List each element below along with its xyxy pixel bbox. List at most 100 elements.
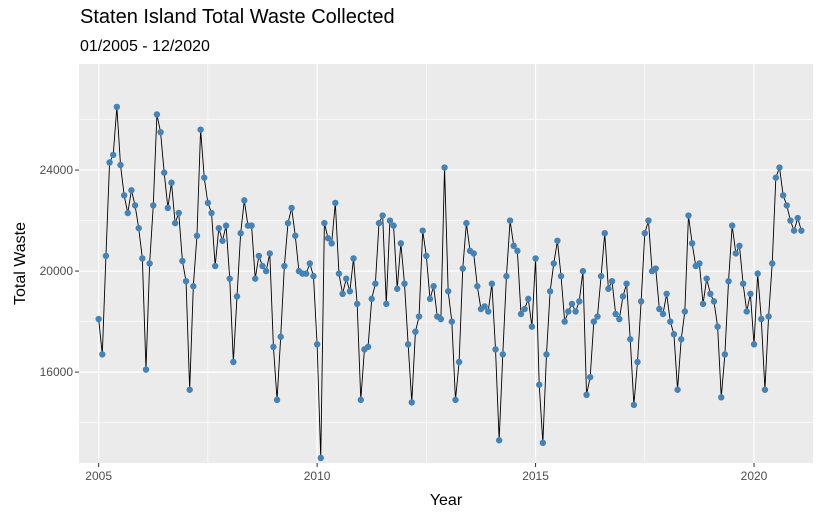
data-point bbox=[430, 283, 437, 290]
data-point bbox=[310, 272, 317, 280]
data-point bbox=[386, 217, 394, 224]
data-point bbox=[616, 315, 623, 323]
data-point bbox=[681, 308, 689, 315]
y-tick-label: 20000 bbox=[40, 264, 74, 278]
data-point bbox=[390, 222, 397, 229]
data-point bbox=[273, 396, 281, 404]
data-point bbox=[779, 192, 787, 199]
data-point bbox=[404, 341, 412, 348]
data-point bbox=[663, 290, 670, 297]
data-point bbox=[211, 262, 219, 270]
data-point bbox=[703, 275, 710, 282]
data-point bbox=[623, 280, 630, 287]
data-point bbox=[106, 159, 113, 166]
y-axis-title: Total Waste bbox=[12, 222, 29, 305]
data-point bbox=[728, 222, 736, 229]
data-point bbox=[368, 295, 375, 303]
x-tick-label: 2020 bbox=[741, 469, 768, 483]
data-point bbox=[634, 358, 641, 366]
data-point bbox=[328, 240, 335, 247]
data-point bbox=[481, 303, 488, 310]
data-point bbox=[758, 315, 765, 323]
data-point bbox=[747, 290, 754, 297]
data-point bbox=[455, 358, 463, 366]
data-point bbox=[707, 290, 714, 297]
data-point bbox=[335, 270, 343, 277]
data-point bbox=[699, 300, 707, 308]
data-point bbox=[179, 257, 186, 265]
data-point bbox=[525, 295, 532, 303]
data-point bbox=[379, 212, 386, 219]
data-point bbox=[262, 267, 270, 275]
data-point bbox=[568, 300, 576, 308]
data-point bbox=[678, 336, 685, 343]
data-point bbox=[306, 260, 314, 267]
data-point bbox=[637, 298, 645, 305]
data-point bbox=[594, 313, 601, 320]
data-point bbox=[474, 283, 481, 290]
data-point bbox=[142, 366, 150, 373]
data-point bbox=[441, 164, 448, 171]
data-point bbox=[146, 260, 153, 267]
series-line bbox=[98, 106, 802, 458]
data-point bbox=[546, 288, 554, 295]
x-tick-label: 2005 bbox=[85, 469, 112, 483]
data-point bbox=[419, 227, 426, 234]
data-point bbox=[659, 310, 667, 318]
x-tick-label: 2010 bbox=[304, 469, 331, 483]
data-point bbox=[117, 161, 124, 169]
data-point bbox=[241, 197, 248, 204]
data-point bbox=[721, 351, 729, 358]
data-point bbox=[444, 288, 452, 295]
data-point bbox=[583, 391, 590, 399]
data-point bbox=[667, 318, 674, 325]
data-point bbox=[590, 318, 598, 325]
data-point bbox=[612, 310, 619, 318]
data-point bbox=[281, 262, 288, 270]
data-point bbox=[237, 230, 244, 237]
data-point bbox=[448, 318, 456, 325]
data-point bbox=[230, 358, 237, 366]
data-point bbox=[521, 305, 528, 313]
data-point bbox=[750, 341, 758, 348]
data-point bbox=[579, 267, 587, 275]
data-point bbox=[255, 252, 263, 260]
data-point bbox=[656, 305, 663, 313]
data-point bbox=[688, 240, 696, 247]
data-point bbox=[670, 331, 678, 338]
data-point bbox=[321, 219, 328, 227]
data-point bbox=[99, 351, 106, 358]
data-point bbox=[761, 386, 769, 393]
y-tick-label: 16000 bbox=[40, 365, 74, 379]
data-point bbox=[645, 217, 652, 224]
data-point bbox=[186, 386, 193, 393]
data-point bbox=[259, 262, 266, 270]
data-point bbox=[597, 272, 605, 280]
data-point bbox=[601, 230, 608, 237]
data-point bbox=[783, 202, 790, 209]
data-point bbox=[736, 242, 743, 250]
data-point bbox=[372, 280, 379, 287]
data-point bbox=[576, 298, 583, 305]
data-point bbox=[226, 275, 233, 282]
data-point bbox=[150, 202, 157, 209]
data-point bbox=[364, 343, 372, 351]
data-point bbox=[503, 272, 510, 280]
data-point bbox=[408, 399, 415, 406]
data-point bbox=[539, 439, 547, 446]
data-point bbox=[463, 219, 470, 227]
x-tick-label: 2015 bbox=[522, 469, 549, 483]
data-point bbox=[743, 308, 750, 315]
data-point bbox=[627, 336, 634, 343]
data-point bbox=[772, 174, 780, 181]
data-point bbox=[332, 199, 339, 207]
data-point bbox=[128, 187, 135, 194]
chart-title: Staten Island Total Waste Collected bbox=[80, 6, 395, 28]
data-point bbox=[532, 255, 539, 262]
data-point bbox=[561, 318, 568, 325]
data-point bbox=[233, 293, 241, 300]
data-point bbox=[113, 103, 121, 111]
data-point bbox=[499, 351, 506, 358]
data-point bbox=[557, 272, 565, 280]
data-point bbox=[495, 437, 503, 444]
